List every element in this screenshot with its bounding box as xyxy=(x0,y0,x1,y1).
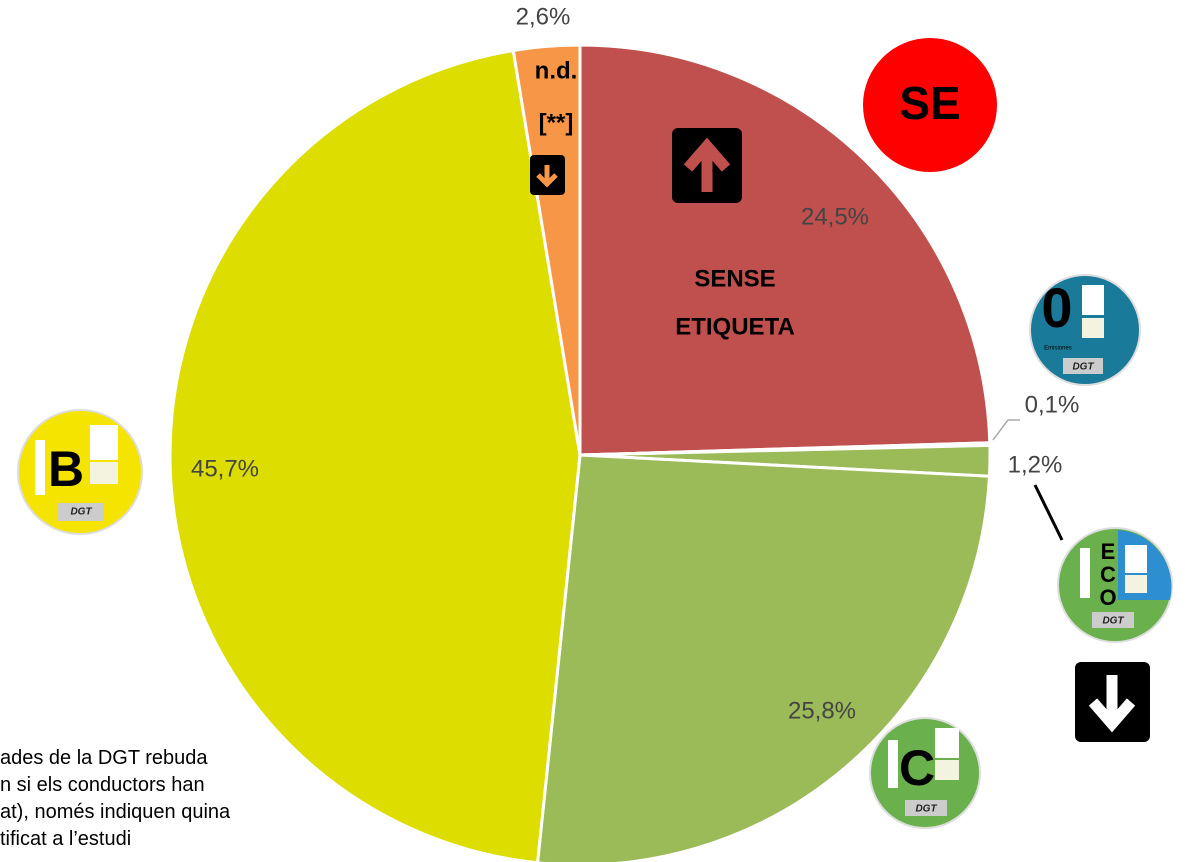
se-text: SE xyxy=(899,77,960,129)
badge-dgt: DGT xyxy=(1102,616,1124,627)
value-label: 1,2% xyxy=(1008,451,1063,478)
value-label: 45,7% xyxy=(191,455,259,482)
pie-slice xyxy=(536,453,992,862)
leader-line xyxy=(1033,484,1064,541)
badge-b: B DGT xyxy=(17,409,143,535)
footnote: at), només indiquen quina xyxy=(0,801,231,823)
badge-letter: C xyxy=(1100,562,1116,587)
badge-letter: 0 xyxy=(1041,276,1072,339)
arrow-icon xyxy=(672,128,742,203)
value-label: 25,8% xyxy=(788,697,856,724)
leader-line xyxy=(992,419,1020,441)
arrow-icon xyxy=(530,155,565,195)
value-label: 0,1% xyxy=(1025,391,1080,418)
badge-zero: 0 Emisiones DGT xyxy=(1029,274,1141,386)
badge-dgt: DGT xyxy=(70,507,92,518)
pie xyxy=(168,43,992,862)
arrow-icon xyxy=(1075,662,1150,742)
pie-slice xyxy=(168,48,582,862)
badge-sub: Emisiones xyxy=(1044,346,1072,352)
value-label: 2,6% xyxy=(516,3,571,30)
badge-dgt: DGT xyxy=(1072,362,1094,373)
footnote: n si els conductors han xyxy=(0,774,205,796)
value-label: 24,5% xyxy=(801,203,869,230)
badge-eco: E C O DGT xyxy=(1057,527,1173,643)
slice-label: SENSE xyxy=(694,265,775,292)
slice-label: ETIQUETA xyxy=(675,313,795,340)
footnote: ades de la DGT rebuda xyxy=(0,747,208,769)
badge-letter: O xyxy=(1099,585,1116,610)
slice-label: n.d. xyxy=(535,57,578,84)
slice-label: [**] xyxy=(539,109,574,136)
badge-letter: B xyxy=(48,441,84,497)
se-badge xyxy=(863,38,997,172)
pie-slice xyxy=(511,43,582,456)
badge-letter: E xyxy=(1101,539,1116,564)
footnote: tificat a l’estudi xyxy=(0,828,131,850)
badge-c: C DGT xyxy=(869,717,981,829)
badge-dgt: DGT xyxy=(915,804,937,815)
badge-letter: C xyxy=(899,740,935,796)
